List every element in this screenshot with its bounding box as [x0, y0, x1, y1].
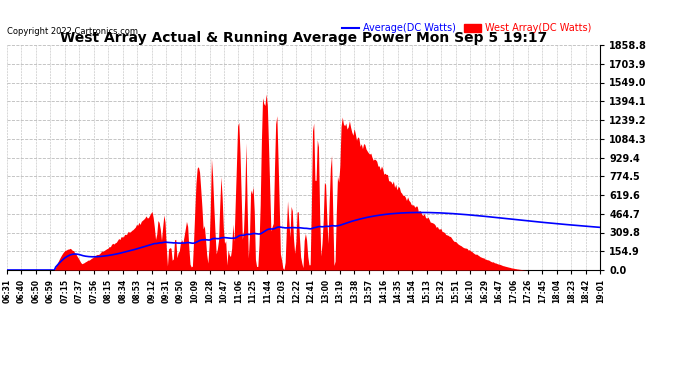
Text: Copyright 2022 Cartronics.com: Copyright 2022 Cartronics.com [7, 27, 138, 36]
Title: West Array Actual & Running Average Power Mon Sep 5 19:17: West Array Actual & Running Average Powe… [60, 31, 547, 45]
Legend: Average(DC Watts), West Array(DC Watts): Average(DC Watts), West Array(DC Watts) [338, 20, 595, 37]
